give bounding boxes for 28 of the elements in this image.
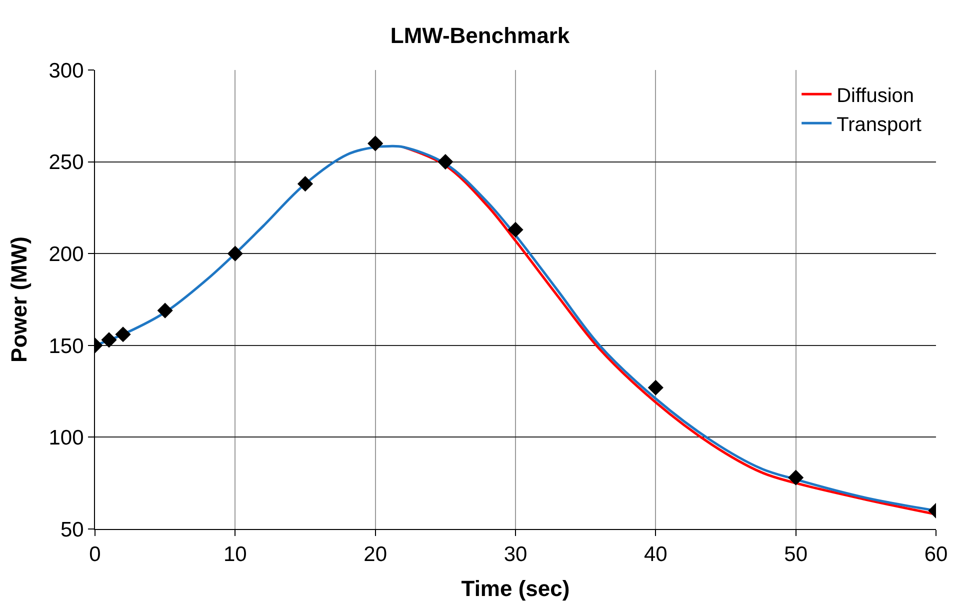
point (368, 136, 384, 152)
y-axis-title: Power (MW) (6, 236, 32, 362)
y-tick-label: 200 (48, 242, 84, 266)
x-axis-title: Time (sec) (461, 576, 570, 602)
y-tick-label: 50 (60, 518, 84, 542)
y-tick-label: 300 (48, 59, 84, 82)
x-tick-label: 10 (223, 543, 247, 566)
point (508, 222, 524, 238)
chart-title: LMW-Benchmark (390, 23, 570, 48)
point (648, 380, 664, 396)
x-tick-label: 60 (924, 543, 948, 566)
x-tick-label: 50 (784, 543, 808, 566)
x-tick-label: 40 (644, 543, 668, 566)
point (227, 246, 243, 262)
y-tick-label: 150 (48, 334, 84, 358)
x-tick-label: 0 (89, 543, 101, 566)
x-tick-label: 30 (504, 543, 528, 566)
legend-label: Diffusion (836, 84, 914, 107)
point (297, 176, 314, 192)
point (101, 332, 117, 348)
point (157, 302, 173, 318)
legend-label: Transport (836, 114, 922, 136)
y-tick-label: 100 (48, 426, 84, 450)
point (115, 326, 131, 342)
point (788, 470, 804, 486)
point (438, 154, 454, 170)
y-tick-label: 250 (48, 151, 84, 174)
x-tick-label: 20 (364, 543, 388, 566)
